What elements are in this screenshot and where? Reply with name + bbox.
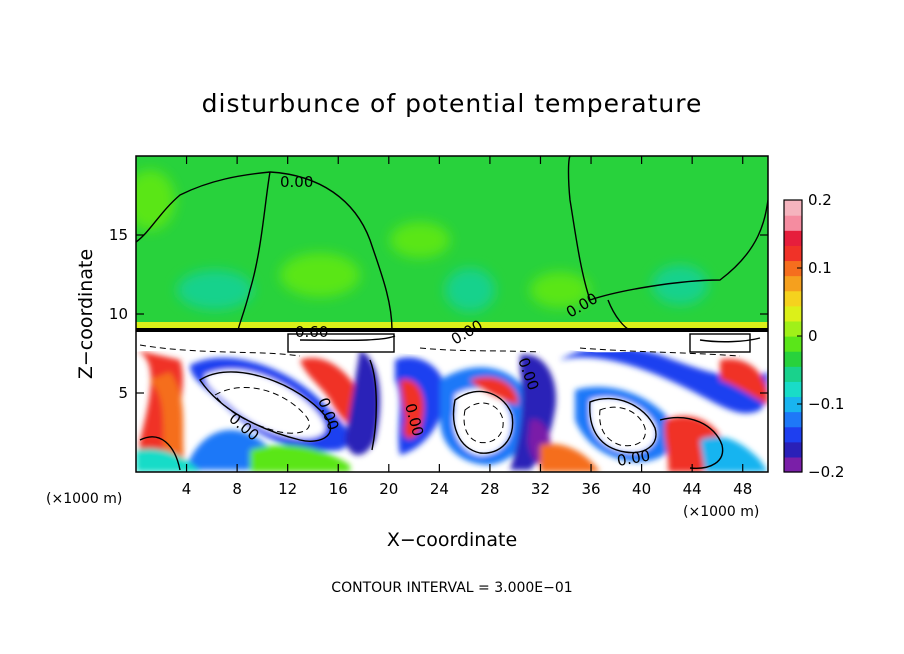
x-ticks: 4 8 12 16 20 24 28 32 36 40 44 48: [182, 156, 752, 498]
colorbar-ticks: 0.2 0.1 0 −0.1 −0.2: [797, 191, 844, 481]
boundary-layer-top: [136, 332, 768, 355]
colorbar-swatch: [784, 456, 802, 473]
boundary-box-right: [689, 333, 751, 353]
x-axis-label: X−coordinate: [387, 529, 517, 551]
colorbar-swatch: [784, 426, 802, 443]
y-tick-label: 10: [109, 305, 128, 323]
boundary-box-left: [287, 333, 395, 353]
lower-layer-turbulence: [136, 346, 768, 472]
colorbar-swatch: [784, 215, 802, 231]
colorbar-tick-label: 0: [808, 327, 818, 345]
contour-label: 0.60: [295, 323, 328, 341]
y-ticks: 5 10 15: [109, 226, 768, 402]
contour-interval-note: CONTOUR INTERVAL = 3.000E−01: [331, 580, 572, 596]
colorbar-swatch: [784, 230, 802, 246]
x-tick-label: 12: [278, 480, 297, 498]
colorbar-swatch: [784, 396, 802, 413]
y-axis-label: Z−coordinate: [75, 249, 97, 379]
x-tick-label: 24: [430, 480, 449, 498]
colorbar-swatch: [784, 275, 802, 292]
y-tick-label: 15: [109, 226, 128, 244]
colorbar-tick-label: 0.1: [808, 259, 832, 277]
colorbar-swatch: [784, 381, 802, 398]
colorbar-swatch: [784, 245, 802, 262]
colorbar-swatch: [784, 336, 802, 352]
colorbar-swatch: [784, 260, 802, 277]
colorbar-swatch: [784, 320, 802, 337]
colorbar-swatch: [784, 411, 802, 428]
x-tick-label: 16: [329, 480, 348, 498]
y-tick-label: 5: [118, 384, 128, 402]
contour-label: 0.00: [616, 446, 652, 470]
x-tick-label: 40: [632, 480, 651, 498]
colorbar-swatch: [784, 200, 802, 216]
x-tick-label: 48: [733, 480, 752, 498]
colorbar-swatch: [784, 366, 802, 382]
colorbar-tick-label: 0.2: [808, 191, 832, 209]
x-tick-label: 36: [581, 480, 600, 498]
plot-field: [136, 156, 768, 472]
colorbar-swatch: [784, 290, 802, 307]
x-tick-label: 28: [480, 480, 499, 498]
inversion-band: [136, 322, 768, 328]
x-unit-left: (×1000 m): [46, 491, 122, 507]
colorbar: [784, 200, 802, 473]
x-tick-label: 20: [379, 480, 398, 498]
colorbar-swatch: [784, 441, 802, 458]
chart-title: disturbunce of potential temperature: [202, 89, 703, 118]
upper-layer-patches: [136, 170, 708, 312]
x-tick-label: 8: [232, 480, 242, 498]
colorbar-tick-label: −0.1: [808, 395, 844, 413]
colorbar-tick-label: −0.2: [808, 463, 844, 481]
x-tick-label: 44: [683, 480, 702, 498]
colorbar-swatch: [784, 305, 802, 322]
x-tick-label: 4: [182, 480, 192, 498]
contour-label: 0.00: [280, 173, 313, 191]
colorbar-swatch: [784, 351, 802, 367]
contour-lines: [136, 156, 768, 471]
x-tick-label: 32: [531, 480, 550, 498]
inversion-line: [136, 328, 768, 332]
dashed-contours: [139, 344, 741, 447]
x-unit-right: (×1000 m): [683, 504, 759, 520]
